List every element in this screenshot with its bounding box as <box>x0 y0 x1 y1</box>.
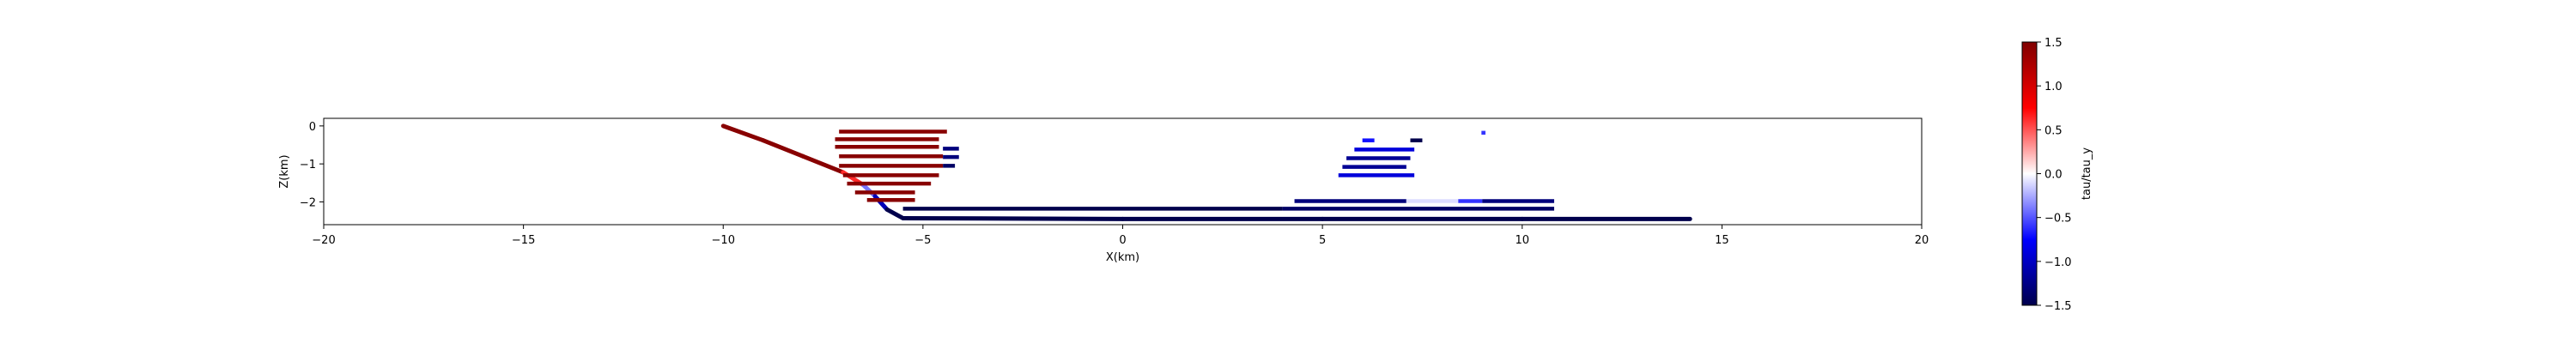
colorbar-label: tau/tau_y <box>2081 147 2093 200</box>
x-tick-label: −20 <box>312 234 335 247</box>
colorbar-tick-label: 0.5 <box>2044 124 2063 137</box>
fault-segment <box>720 123 766 143</box>
x-tick-label: −5 <box>914 234 931 247</box>
x-tick-label: 0 <box>1119 234 1126 247</box>
x-tick-label: −10 <box>712 234 735 247</box>
colorbar-tick-label: −1.5 <box>2044 300 2072 313</box>
y-tick-label: −2 <box>300 196 316 209</box>
axis-ticks: −20 −15 −10 −5 0 5 10 15 20 0 −1 −2 <box>300 121 1929 247</box>
fault-segment <box>761 138 805 159</box>
y-tick-label: −1 <box>300 159 316 172</box>
x-axis-label: X(km) <box>1106 251 1139 264</box>
colorbar-ticks: 1.5 1.0 0.5 0.0 −0.5 −1.0 −1.5 <box>2037 37 2072 313</box>
colorbar-tick-label: −1.0 <box>2044 256 2072 269</box>
fault-segment <box>901 215 1125 221</box>
colorbar-tick-label: 1.5 <box>2044 37 2063 50</box>
fault-segment <box>884 207 906 220</box>
x-tick-label: 5 <box>1319 234 1326 247</box>
x-tick-label: −15 <box>512 234 535 247</box>
x-tick-label: 20 <box>1915 234 1929 247</box>
y-tick-label: 0 <box>309 121 316 134</box>
y-axis-label: Z(km) <box>278 154 291 188</box>
x-tick-label: 15 <box>1715 234 1729 247</box>
x-tick-label: 10 <box>1515 234 1529 247</box>
colorbar-tick-label: −0.5 <box>2044 213 2072 226</box>
colorbar <box>2021 41 2038 306</box>
colorbar-tick-label: 0.0 <box>2044 169 2063 182</box>
fault-segment <box>800 153 846 175</box>
colorbar-tick-label: 1.0 <box>2044 81 2063 93</box>
plot-area <box>720 123 1692 221</box>
